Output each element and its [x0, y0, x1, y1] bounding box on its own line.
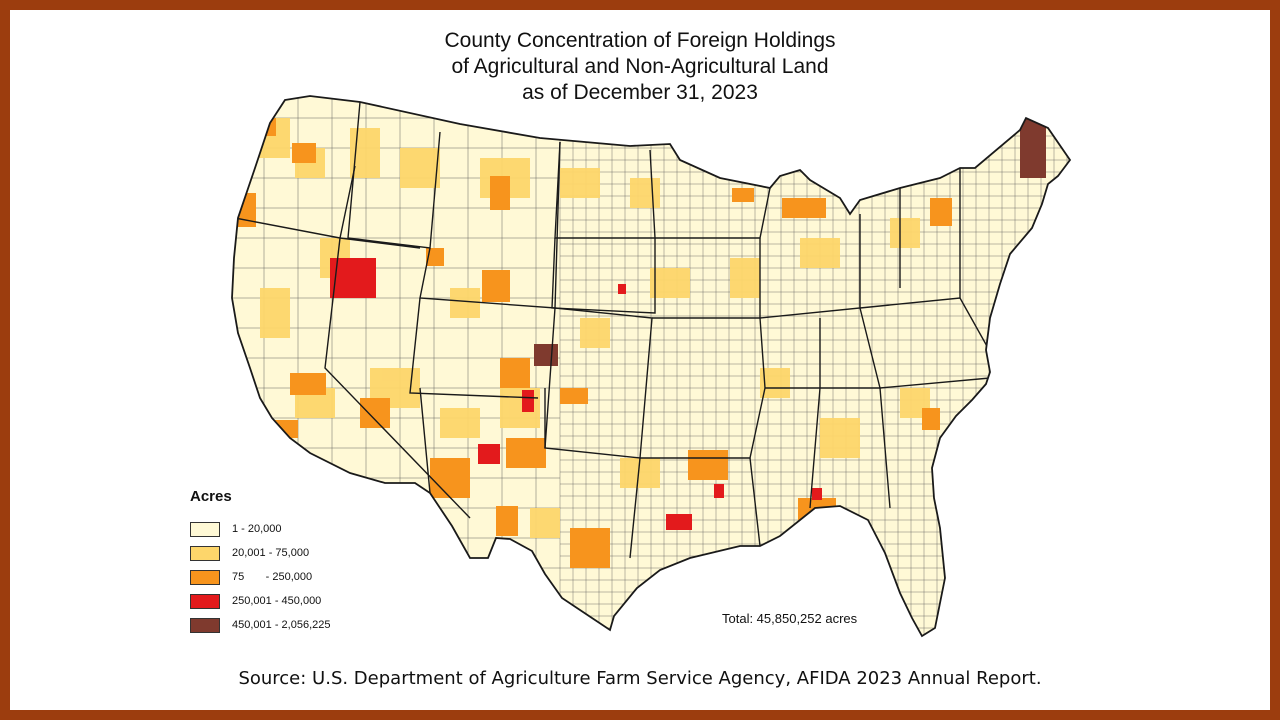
- legend-label-5: 450,001 - 2,056,225: [232, 619, 331, 631]
- legend-label-2: 20,001 - 75,000: [232, 547, 310, 559]
- legend: Acres 1 - 20,000 20,001 - 75,000 75 - 25…: [190, 488, 330, 637]
- map-title: County Concentration of Foreign Holdings…: [340, 28, 940, 106]
- title-line-3: as of December 31, 2023: [522, 81, 758, 104]
- legend-item-3: 75 - 250,000: [190, 565, 330, 589]
- us-outline: [231, 95, 1072, 638]
- title-line-2: of Agricultural and Non-Agricultural Lan…: [451, 55, 829, 78]
- legend-swatch-5: [190, 617, 220, 633]
- legend-swatch-1: [190, 521, 220, 537]
- title-line-1: County Concentration of Foreign Holdings: [444, 29, 836, 52]
- legend-label-4: 250,001 - 450,000: [232, 595, 322, 607]
- patches-very-high: [534, 118, 1046, 366]
- state-boundaries: [234, 101, 991, 559]
- legend-label-1: 1 - 20,000: [232, 523, 282, 535]
- legend-swatch-2: [190, 545, 220, 561]
- legend-item-5: 450,001 - 2,056,225: [190, 613, 330, 637]
- legend-swatch-4: [190, 593, 220, 609]
- legend-label-3: 75 - 250,000: [232, 571, 313, 583]
- legend-item-1: 1 - 20,000: [190, 517, 330, 541]
- patches-medium: [236, 118, 966, 578]
- legend-swatch-3: [190, 569, 220, 585]
- legend-title: Acres: [190, 488, 232, 505]
- us-county-map: [231, 95, 1072, 638]
- source-note: Source: U.S. Department of Agriculture F…: [238, 668, 1042, 689]
- total-acres: Total: 45,850,252 acres: [722, 611, 858, 626]
- legend-item-2: 20,001 - 75,000: [190, 541, 330, 565]
- legend-item-4: 250,001 - 450,000: [190, 589, 330, 613]
